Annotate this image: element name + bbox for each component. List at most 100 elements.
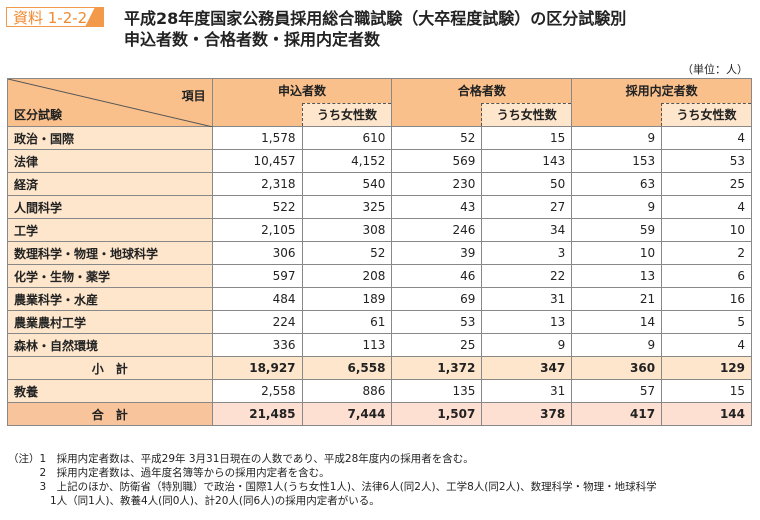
cell-value: 6 (661, 264, 752, 288)
cell-value: 113 (301, 333, 393, 357)
cell-value: 6,558 (301, 356, 393, 380)
cell-value: 53 (391, 310, 483, 334)
cell-value: 336 (211, 333, 303, 357)
row-label: 政治・国際 (7, 126, 213, 150)
row-label: 教養 (7, 379, 213, 403)
cell-value: 22 (481, 264, 573, 288)
cell-value: 208 (301, 264, 393, 288)
header-spacer (571, 103, 662, 127)
cell-value: 1,578 (211, 126, 303, 150)
header-female: うち女性数 (481, 102, 573, 127)
cell-value: 25 (391, 333, 483, 357)
cell-value: 15 (481, 126, 573, 150)
cell-value: 2,558 (211, 379, 303, 403)
row-label: 農業農村工学 (7, 310, 213, 334)
cell-value: 10 (661, 218, 752, 242)
cell-value: 10,457 (211, 149, 303, 173)
cell-value: 4 (661, 333, 752, 357)
cell-value: 1,372 (391, 356, 483, 380)
cell-value: 4,152 (301, 149, 393, 173)
cell-value: 246 (391, 218, 483, 242)
row-label: 小 計 (7, 356, 213, 380)
corner-header: 項目 区分試験 (7, 78, 213, 127)
cell-value: 9 (481, 333, 573, 357)
cell-value: 53 (661, 149, 752, 173)
cell-value: 347 (481, 356, 573, 380)
cell-value: 9 (571, 126, 663, 150)
row-label: 森林・自然環境 (7, 333, 213, 357)
cell-value: 144 (661, 402, 752, 426)
cell-value: 9 (571, 333, 663, 357)
header-offers: 採用内定者数 (571, 78, 752, 103)
cell-value: 46 (391, 264, 483, 288)
table-row: 森林・自然環境 336 113 25 9 9 4 (7, 333, 752, 357)
cell-value: 61 (301, 310, 393, 334)
row-label: 経済 (7, 172, 213, 196)
cell-value: 18,927 (211, 356, 303, 380)
table-row: 教養 2,558 886 135 31 57 15 (7, 379, 752, 403)
cell-value: 4 (661, 126, 752, 150)
figure-badge: 資料 1-2-2 (6, 7, 104, 27)
cell-value: 2,105 (211, 218, 303, 242)
cell-value: 610 (301, 126, 393, 150)
cell-value: 2 (661, 241, 752, 265)
cell-value: 522 (211, 195, 303, 219)
cell-value: 57 (571, 379, 663, 403)
cell-value: 540 (301, 172, 393, 196)
cell-value: 2,318 (211, 172, 303, 196)
cell-value: 360 (571, 356, 663, 380)
cell-value: 50 (481, 172, 573, 196)
title-line-1: 平成28年度国家公務員採用総合職試験（大卒程度試験）の区分試験別 (124, 9, 627, 28)
cell-value: 63 (571, 172, 663, 196)
table-row: 政治・国際 1,578 610 52 15 9 4 (7, 126, 752, 150)
row-label: 化学・生物・薬学 (7, 264, 213, 288)
cell-value: 597 (211, 264, 303, 288)
cell-value: 325 (301, 195, 393, 219)
table-row: 法律 10,457 4,152 569 143 153 53 (7, 149, 752, 173)
note-2: 2 採用内定者数は、過年度名簿等からの採用内定者を含む。 (8, 467, 330, 479)
cell-value: 31 (481, 287, 573, 311)
header-spacer (391, 103, 482, 127)
cell-value: 886 (301, 379, 393, 403)
cell-value: 15 (661, 379, 752, 403)
cell-value: 16 (661, 287, 752, 311)
table-row: 農業科学・水産 484 189 69 31 21 16 (7, 287, 752, 311)
cell-value: 25 (661, 172, 752, 196)
note-3-cont: 1人（同1人)、教養4人(同0人)、計20人(同6人)の採用内定者がいる。 (8, 495, 380, 507)
table-row: 経済 2,318 540 230 50 63 25 (7, 172, 752, 196)
row-label: 法律 (7, 149, 213, 173)
notes: （注）1 採用内定者数は、平成29年 3月31日現在の人数であり、平成28年度内… (8, 452, 657, 508)
cell-value: 378 (481, 402, 573, 426)
header-applicants: 申込者数 (211, 78, 393, 103)
unit-label: （単位：人） (682, 63, 748, 76)
cell-value: 153 (571, 149, 663, 173)
note-3: 3 上記のほか、防衛省（特別職）で政治・国際1人(うち女性1人)、法律6人(同2… (8, 481, 657, 493)
cell-value: 1,507 (391, 402, 483, 426)
row-label: 合 計 (7, 402, 213, 426)
cell-value: 39 (391, 241, 483, 265)
row-label: 農業科学・水産 (7, 287, 213, 311)
header-spacer (211, 103, 303, 127)
cell-value: 21,485 (211, 402, 303, 426)
cell-value: 9 (571, 195, 663, 219)
header-passers: 合格者数 (391, 78, 573, 103)
cell-value: 52 (391, 126, 483, 150)
table-row: 数理科学・物理・地球科学 306 52 39 3 10 2 (7, 241, 752, 265)
table-row: 農業農村工学 224 61 53 13 14 5 (7, 310, 752, 334)
table-row: 合 計 21,485 7,444 1,507 378 417 144 (7, 402, 752, 426)
row-label: 人間科学 (7, 195, 213, 219)
badge-text: 資料 1-2-2 (13, 9, 88, 27)
cell-value: 52 (301, 241, 393, 265)
cell-value: 4 (661, 195, 752, 219)
table-row: 小 計 18,927 6,558 1,372 347 360 129 (7, 356, 752, 380)
diagonal-line (8, 79, 213, 127)
cell-value: 135 (391, 379, 483, 403)
title-line-2: 申込者数・合格者数・採用内定者数 (124, 30, 381, 49)
row-label: 数理科学・物理・地球科学 (7, 241, 213, 265)
header-female: うち女性数 (301, 102, 393, 127)
cell-value: 306 (211, 241, 303, 265)
cell-value: 189 (301, 287, 393, 311)
cell-value: 569 (391, 149, 483, 173)
note-1: （注）1 採用内定者数は、平成29年 3月31日現在の人数であり、平成28年度内… (8, 453, 474, 465)
table-row: 人間科学 522 325 43 27 9 4 (7, 195, 752, 219)
